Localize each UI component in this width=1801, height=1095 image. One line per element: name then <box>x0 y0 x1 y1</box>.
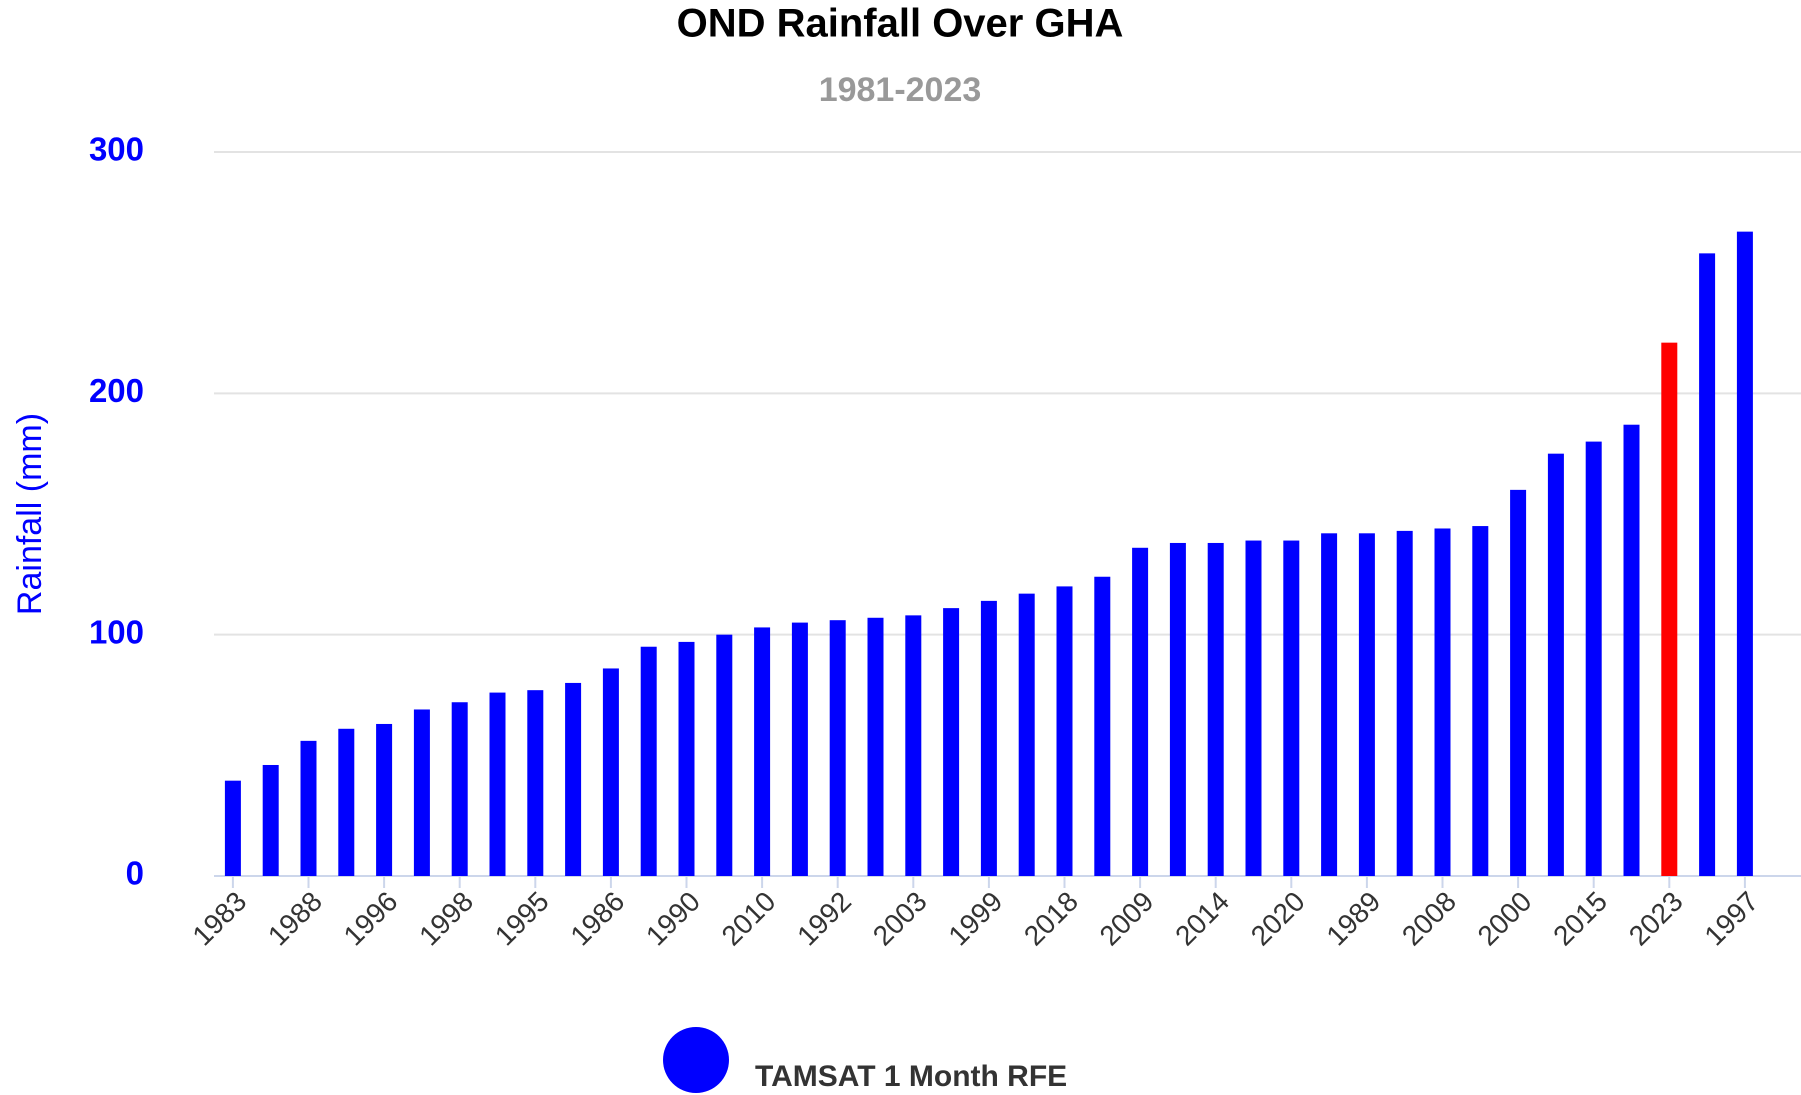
bar <box>413 709 430 876</box>
bar <box>943 608 960 876</box>
bar <box>678 641 695 876</box>
bar <box>980 600 997 876</box>
bar <box>338 728 355 876</box>
bar <box>1699 253 1716 877</box>
bar <box>1321 533 1338 876</box>
chart-subtitle: 1981-2023 <box>819 71 982 109</box>
bar <box>1094 576 1111 876</box>
bar <box>1169 542 1186 876</box>
bar <box>1434 528 1451 876</box>
bar <box>829 620 846 876</box>
bar <box>791 622 808 876</box>
x-tick-label: 1990 <box>640 886 706 952</box>
bar <box>1510 489 1527 876</box>
x-tick-label: 2018 <box>1018 886 1084 952</box>
x-tick-label: 2014 <box>1169 886 1235 952</box>
x-tick-label: 2009 <box>1094 886 1160 952</box>
bar <box>905 615 922 876</box>
bar <box>1245 540 1262 876</box>
bar <box>1472 526 1489 876</box>
y-tick-label: 300 <box>89 131 144 168</box>
bar <box>1056 586 1073 876</box>
bar <box>1661 342 1678 876</box>
x-tick-label: 2010 <box>716 886 782 952</box>
legend-symbol <box>663 1027 729 1093</box>
bar <box>1547 453 1564 876</box>
x-tick-label: 1998 <box>413 886 479 952</box>
y-tick-label: 0 <box>126 855 144 892</box>
y-tick-label: 200 <box>89 372 144 409</box>
bar <box>1207 542 1224 876</box>
bar <box>376 723 393 876</box>
bar <box>489 692 506 876</box>
bar <box>716 634 733 876</box>
bar <box>224 780 241 876</box>
bar <box>300 740 317 876</box>
y-axis-label: Rainfall (mm) <box>11 413 49 615</box>
x-tick-label: 1992 <box>791 886 857 952</box>
bar <box>565 682 582 876</box>
bar <box>1736 231 1753 876</box>
bar <box>1585 441 1602 876</box>
x-tick-label: 1986 <box>564 886 630 952</box>
x-tick-label: 1995 <box>489 886 555 952</box>
bar <box>527 690 544 876</box>
x-tick-label: 2008 <box>1396 886 1462 952</box>
x-tick-label: 2023 <box>1623 886 1689 952</box>
bar <box>1132 547 1149 876</box>
x-tick-label: 2003 <box>867 886 933 952</box>
bar <box>1358 533 1375 876</box>
x-tick-label: 2015 <box>1547 886 1613 952</box>
bar <box>451 702 468 876</box>
y-tick-label: 100 <box>89 613 144 650</box>
legend-label: TAMSAT 1 Month RFE <box>755 1060 1067 1093</box>
x-tick-label: 2000 <box>1472 886 1538 952</box>
x-tick-label: 1988 <box>262 886 328 952</box>
bar <box>867 617 884 876</box>
chart-title: OND Rainfall Over GHA <box>677 2 1124 46</box>
x-tick-label: 1989 <box>1320 886 1386 952</box>
bar <box>1283 540 1300 876</box>
bar <box>1018 593 1035 876</box>
bar <box>640 646 657 876</box>
bar <box>1396 530 1413 876</box>
bar <box>262 764 279 876</box>
x-tick-label: 1996 <box>338 886 404 952</box>
x-tick-label: 1999 <box>942 886 1008 952</box>
bar <box>1623 424 1640 876</box>
x-tick-label: 2020 <box>1245 886 1311 952</box>
x-tick-label: 1997 <box>1698 886 1764 952</box>
x-tick-label: 1983 <box>186 886 252 952</box>
bar <box>602 668 619 876</box>
bar <box>754 627 771 876</box>
